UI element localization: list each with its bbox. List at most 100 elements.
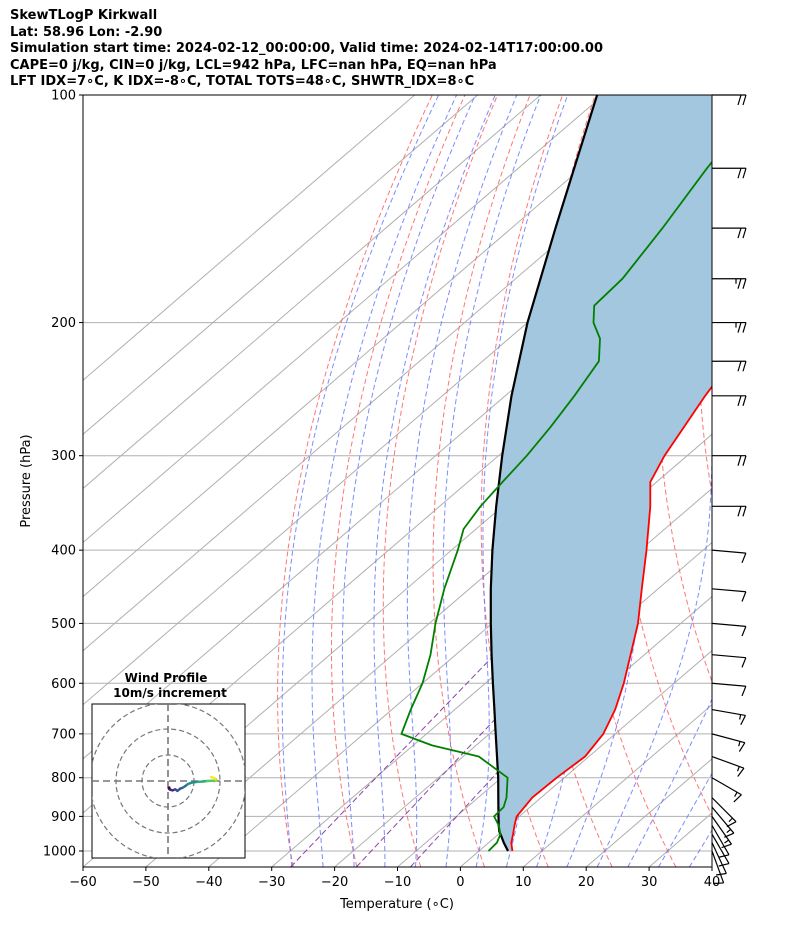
temperature-line [510, 385, 712, 852]
wind-barb [712, 455, 747, 466]
wind-barb [711, 825, 730, 858]
x-tick-label: −40 [195, 875, 222, 890]
moist-adiabat-line [311, 95, 458, 867]
hodograph-segment [209, 775, 215, 779]
barb-flag [741, 626, 747, 637]
barb-flag [733, 794, 742, 803]
barb-flag [737, 94, 742, 106]
x-tick-label: −60 [69, 875, 96, 890]
x-tick-label: −50 [132, 875, 159, 890]
barb-staff [711, 797, 737, 823]
moist-adiabat-line [281, 95, 440, 867]
barb-staff [711, 833, 730, 864]
barb-flag [713, 882, 724, 885]
isotherm-line [711, 866, 712, 867]
wind-barb [711, 797, 737, 828]
dry-adiabat-line [331, 95, 466, 867]
wind-barb [711, 733, 746, 752]
moist-adiabat-line [596, 322, 712, 867]
wind-barb [712, 167, 747, 179]
barb-staff [711, 654, 746, 659]
wind-barb [711, 850, 725, 885]
barb-flag [737, 168, 742, 179]
barb-staff [711, 816, 732, 845]
barb-half-flag [739, 714, 742, 720]
barb-flag [742, 322, 747, 333]
isotherm-line [83, 95, 416, 381]
wind-barb [712, 227, 747, 239]
wind-barb [711, 777, 742, 803]
barb-staff [711, 825, 730, 856]
x-tick-label: −10 [384, 875, 411, 890]
isotherm-line [522, 704, 712, 867]
barb-flag [737, 506, 742, 517]
wind-barb [712, 505, 747, 517]
mixing-ratio-line [355, 623, 587, 867]
indices-line: LFT IDX=7∘C, K IDX=-8∘C, TOTAL TOTS=48∘C… [10, 74, 475, 89]
barb-half-flag [734, 791, 738, 797]
barb-staff [711, 842, 727, 874]
isotherm-line [83, 95, 478, 435]
y-tick-label: 400 [51, 544, 76, 559]
y-tick-label: 700 [51, 727, 76, 742]
y-tick-label: 1000 [43, 844, 76, 859]
barb-flag [718, 863, 730, 867]
barb-flag [737, 455, 742, 466]
x-tick-label: 40 [704, 875, 721, 890]
hodograph-plot [92, 704, 245, 858]
barb-staff [711, 755, 745, 769]
wind-barb [711, 755, 745, 777]
hodograph-title: Wind Profile [125, 671, 208, 685]
wind-barb [712, 278, 747, 289]
barb-flag [740, 715, 747, 726]
chart-title: SkewTLogP Kirkwall [10, 8, 158, 23]
dry-adiabat-line [698, 163, 712, 497]
barb-staff [711, 682, 746, 687]
wind-barb [712, 94, 747, 106]
chart-header: SkewTLogP Kirkwall Lat: 58.96 Lon: -2.90… [10, 8, 603, 91]
moist-adiabat-line [720, 95, 794, 867]
barb-half-flag [726, 828, 732, 834]
barb-flag [737, 322, 742, 333]
cape-fill-layer [490, 95, 712, 851]
barb-flag [715, 872, 727, 876]
isotherm-line [83, 95, 604, 544]
dry-adiabat-line [480, 95, 564, 867]
barb-flag [741, 591, 747, 602]
y-tick-label: 500 [51, 617, 76, 632]
isotherm-line [334, 541, 712, 867]
barb-flag [737, 395, 742, 407]
barb-flag [737, 227, 742, 239]
wind-barb [711, 833, 730, 867]
barb-flag [742, 168, 747, 179]
barb-half-flag [738, 741, 741, 747]
x-tick-label: 0 [456, 875, 464, 890]
wind-barb [711, 816, 732, 849]
barb-staff [711, 622, 746, 627]
barb-staff [711, 850, 725, 884]
moist-adiabat-line [627, 697, 712, 867]
cape-fill-area [490, 95, 712, 851]
moist-adiabat-line [566, 95, 684, 867]
wind-barbs [711, 94, 747, 885]
dry-adiabat-line [382, 95, 498, 867]
isotherm-line [208, 433, 712, 867]
wind-barb [712, 321, 747, 333]
barb-flag [742, 227, 747, 239]
location-line: Lat: 58.96 Lon: -2.90 [10, 24, 163, 40]
x-axis-label: Temperature (∘C) [339, 897, 454, 912]
x-tick-label: 30 [641, 875, 658, 890]
barb-staff [711, 806, 735, 834]
isotherm-line [775, 95, 794, 867]
cape-line: CAPE=0 j/kg, CIN=0 j/kg, LCL=942 hPa, LF… [10, 57, 497, 73]
dry-adiabat-line [432, 95, 531, 867]
barb-staff [711, 549, 746, 554]
barb-flag [737, 767, 745, 777]
barb-flag [741, 657, 747, 668]
wind-barb [711, 842, 727, 876]
barb-staff [711, 777, 742, 796]
dry-adiabat-line [776, 95, 794, 867]
wind-barb [711, 682, 747, 697]
y-tick-label: 100 [51, 89, 76, 104]
